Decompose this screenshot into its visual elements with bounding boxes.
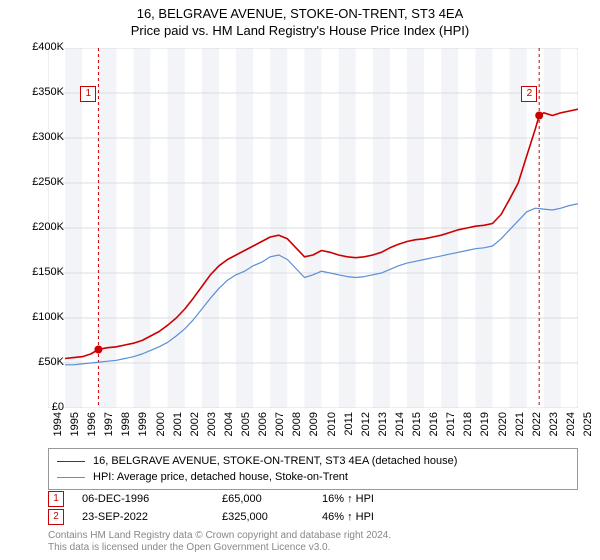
transaction-pct: 46% ↑ HPI <box>322 511 442 523</box>
y-tick-label: £100K <box>8 311 64 323</box>
transaction-row: 2 23-SEP-2022£325,00046% ↑ HPI <box>48 508 578 526</box>
x-tick-label: 2013 <box>377 412 389 452</box>
chart-marker-1: 1 <box>80 86 96 102</box>
x-tick-label: 2021 <box>514 412 526 452</box>
x-tick-label: 2022 <box>531 412 543 452</box>
x-tick-label: 2008 <box>291 412 303 452</box>
x-tick-label: 2000 <box>155 412 167 452</box>
x-tick-label: 2006 <box>257 412 269 452</box>
y-tick-label: £200K <box>8 221 64 233</box>
transaction-date: 23-SEP-2022 <box>82 511 222 523</box>
transaction-marker: 1 <box>48 491 64 507</box>
x-tick-label: 2014 <box>394 412 406 452</box>
x-tick-label: 1998 <box>120 412 132 452</box>
x-tick-label: 2010 <box>326 412 338 452</box>
x-tick-label: 2002 <box>189 412 201 452</box>
y-tick-label: £150K <box>8 266 64 278</box>
x-tick-label: 2011 <box>343 412 355 452</box>
x-tick-label: 2025 <box>582 412 594 452</box>
legend-row: 16, BELGRAVE AVENUE, STOKE-ON-TRENT, ST3… <box>57 453 569 469</box>
chart-container: 16, BELGRAVE AVENUE, STOKE-ON-TRENT, ST3… <box>0 0 600 560</box>
x-tick-label: 2001 <box>172 412 184 452</box>
y-tick-label: £250K <box>8 176 64 188</box>
chart-marker-2: 2 <box>521 86 537 102</box>
transaction-pct: 16% ↑ HPI <box>322 493 442 505</box>
legend-swatch <box>57 461 85 462</box>
chart-area <box>48 48 578 408</box>
legend-label: 16, BELGRAVE AVENUE, STOKE-ON-TRENT, ST3… <box>93 455 457 467</box>
transaction-row: 1 06-DEC-1996£65,00016% ↑ HPI <box>48 490 578 508</box>
x-tick-label: 2012 <box>360 412 372 452</box>
footer-attribution: Contains HM Land Registry data © Crown c… <box>48 530 578 554</box>
y-tick-label: £50K <box>8 356 64 368</box>
transactions-table: 1 06-DEC-1996£65,00016% ↑ HPI 2 23-SEP-2022… <box>48 490 578 526</box>
x-tick-label: 1999 <box>137 412 149 452</box>
y-tick-label: £300K <box>8 131 64 143</box>
legend-row: HPI: Average price, detached house, Stok… <box>57 469 569 485</box>
transaction-price: £325,000 <box>222 511 322 523</box>
transaction-price: £65,000 <box>222 493 322 505</box>
x-tick-label: 2020 <box>497 412 509 452</box>
footer-line-1: Contains HM Land Registry data © Crown c… <box>48 530 578 542</box>
x-tick-label: 2016 <box>428 412 440 452</box>
x-tick-label: 1996 <box>86 412 98 452</box>
x-tick-label: 1997 <box>103 412 115 452</box>
transaction-date: 06-DEC-1996 <box>82 493 222 505</box>
legend-box: 16, BELGRAVE AVENUE, STOKE-ON-TRENT, ST3… <box>48 448 578 490</box>
legend-swatch <box>57 477 85 478</box>
x-tick-label: 2017 <box>445 412 457 452</box>
x-tick-label: 2019 <box>479 412 491 452</box>
x-tick-label: 2003 <box>206 412 218 452</box>
chart-svg <box>48 48 578 408</box>
x-tick-label: 2023 <box>548 412 560 452</box>
x-tick-label: 2005 <box>240 412 252 452</box>
x-tick-label: 2024 <box>565 412 577 452</box>
transaction-marker: 2 <box>48 509 64 525</box>
legend-label: HPI: Average price, detached house, Stok… <box>93 471 348 483</box>
title-subtitle: Price paid vs. HM Land Registry's House … <box>0 23 600 38</box>
x-tick-label: 2004 <box>223 412 235 452</box>
x-tick-label: 2009 <box>308 412 320 452</box>
x-tick-label: 2018 <box>462 412 474 452</box>
x-tick-label: 1995 <box>69 412 81 452</box>
x-tick-label: 1994 <box>52 412 64 452</box>
y-tick-label: £350K <box>8 86 64 98</box>
x-tick-label: 2007 <box>274 412 286 452</box>
x-tick-label: 2015 <box>411 412 423 452</box>
title-block: 16, BELGRAVE AVENUE, STOKE-ON-TRENT, ST3… <box>0 0 600 38</box>
y-tick-label: £400K <box>8 41 64 53</box>
footer-line-2: This data is licensed under the Open Gov… <box>48 542 578 554</box>
title-address: 16, BELGRAVE AVENUE, STOKE-ON-TRENT, ST3… <box>0 6 600 21</box>
